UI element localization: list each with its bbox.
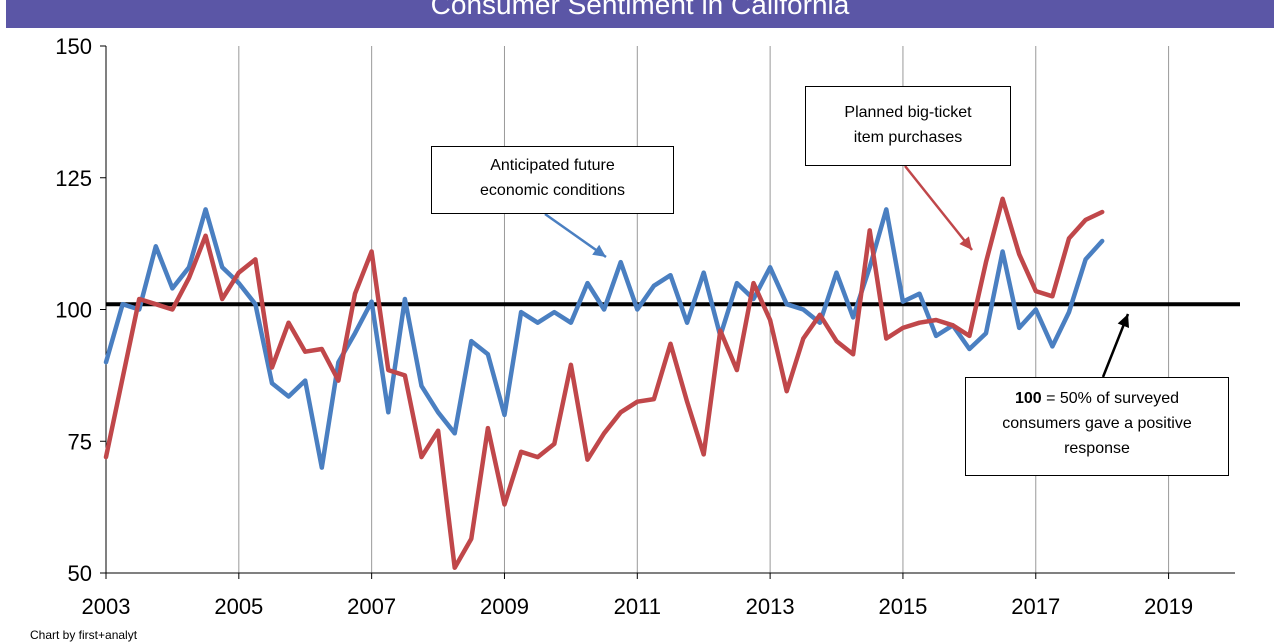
x-tick-label-2003: 2003 <box>82 594 131 619</box>
arrow-big-ticket-purchases-head <box>959 236 972 250</box>
annotation-reference-explanation: 100 = 50% of surveyed consumers gave a p… <box>965 377 1229 476</box>
annotation-ref-bold: 100 <box>1014 390 1042 407</box>
annotation-ref-line-1: 100 = 50% of surveyed <box>966 386 1228 411</box>
x-tick-label-2007: 2007 <box>347 594 396 619</box>
arrow-reference-line-head <box>1117 314 1130 328</box>
arrow-big-ticket-purchases-shaft <box>904 165 973 251</box>
chart-credit: Chart by first+analyt <box>30 628 138 642</box>
x-tick-label-2013: 2013 <box>746 594 795 619</box>
axes <box>100 45 1235 579</box>
annotation-ref-line-2: consumers gave a positive <box>1002 415 1192 432</box>
x-tick-label-2011: 2011 <box>614 594 661 619</box>
y-tick-label-150: 150 <box>55 34 92 59</box>
x-tick-label-2017: 2017 <box>1011 594 1060 619</box>
x-tick-label-2005: 2005 <box>214 594 263 619</box>
x-tick-label-2009: 2009 <box>480 594 529 619</box>
annotation-arrows <box>544 165 1130 378</box>
series-lines <box>103 196 1105 570</box>
annotation-blue-line-2: economic conditions <box>480 182 625 199</box>
series-line-big-ticket-purchases <box>103 196 1105 570</box>
annotation-big-ticket-purchases: Planned big-ticket item purchases <box>805 86 1011 166</box>
x-tick-label-2015: 2015 <box>878 594 927 619</box>
annotation-ref-line-3: response <box>1064 440 1130 457</box>
annotation-anticipated-conditions: Anticipated future economic conditions <box>431 146 674 214</box>
tick-labels: 50 75 100 125 150 2003 2005 2007 2009 2011 2013 201… <box>55 34 1193 619</box>
annotation-red-line-2: item purchases <box>853 129 963 146</box>
y-tick-label-75: 75 <box>68 429 92 454</box>
annotation-ref-rest: = 50% of surveyed <box>1041 390 1180 407</box>
y-tick-label-125: 125 <box>55 166 92 191</box>
series-line-anticipated-conditions <box>103 207 1105 470</box>
x-tick-label-2019: 2019 <box>1144 594 1193 619</box>
annotation-blue-line-1: Anticipated future <box>490 157 615 174</box>
arrow-anticipated-conditions-head <box>592 244 606 257</box>
y-tick-label-50: 50 <box>68 561 92 586</box>
chart-title: Consumer Sentiment in California <box>6 0 1274 28</box>
annotation-red-line-1: Planned big-ticket <box>844 104 972 121</box>
y-tick-label-100: 100 <box>55 298 92 323</box>
